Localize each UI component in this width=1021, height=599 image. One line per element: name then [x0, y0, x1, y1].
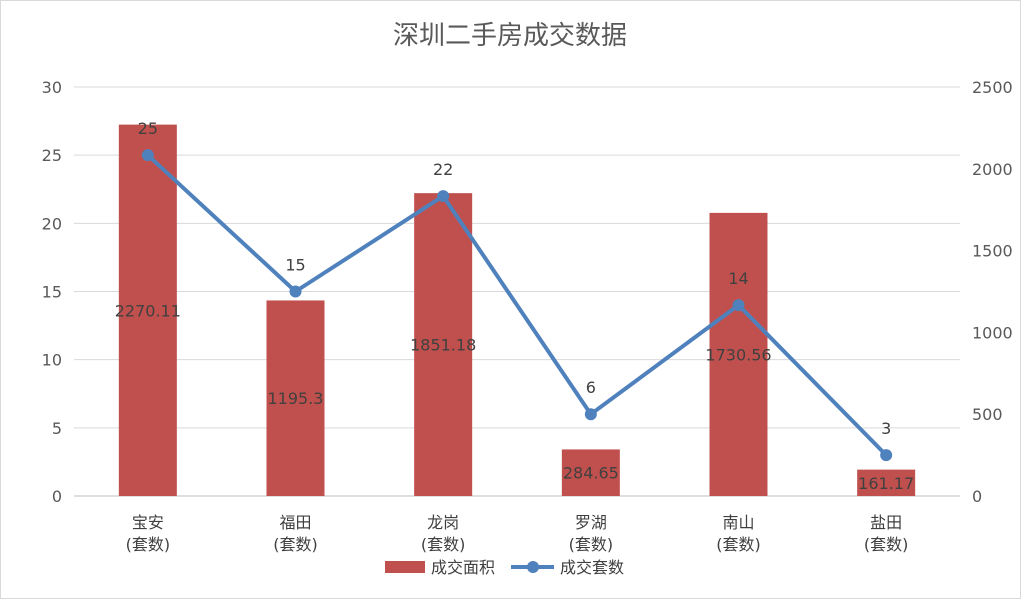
data-labels: 2270.11 1195.3 1851.18 284.65 1730.56 161.17 2… [115, 119, 914, 493]
bar[interactable] [709, 212, 768, 497]
series-line [146, 153, 888, 457]
gridlines [74, 86, 960, 497]
right-tick-label: 1000 [972, 323, 1013, 342]
line-data-label: 22 [433, 160, 453, 179]
line-data-label: 15 [285, 256, 305, 275]
legend-swatch-bar [385, 561, 425, 573]
line-point[interactable] [289, 285, 302, 298]
right-tick-label: 500 [972, 405, 1003, 424]
category-sublabel: (套数) [421, 535, 466, 554]
category-sublabel: (套数) [273, 535, 318, 554]
bar-data-label: 284.65 [563, 464, 619, 483]
legend[interactable]: 成交面积 成交套数 [385, 558, 624, 577]
category-sublabel: (套数) [864, 535, 909, 554]
category-label: 宝安 [132, 513, 164, 532]
bar-data-label: 1730.56 [705, 345, 771, 364]
category-sublabel: (套数) [716, 535, 761, 554]
right-axis-ticks: 0 500 1000 1500 2000 2500 [972, 78, 1013, 506]
bar[interactable] [414, 193, 473, 496]
bar-data-label: 2270.11 [115, 301, 181, 320]
chart-title: 深圳二手房成交数据 [393, 21, 627, 51]
right-tick-label: 2000 [972, 160, 1013, 179]
legend-label-bar: 成交面积 [431, 558, 495, 577]
line-data-label: 14 [728, 269, 748, 288]
left-tick-label: 15 [42, 283, 62, 302]
bar[interactable] [561, 449, 620, 496]
bar-data-label: 161.17 [858, 474, 914, 493]
right-tick-label: 0 [972, 487, 982, 506]
line-point[interactable] [880, 449, 893, 462]
left-tick-label: 25 [42, 146, 62, 165]
right-tick-label: 1500 [972, 242, 1013, 261]
line-point[interactable] [141, 149, 154, 162]
category-sublabel: (套数) [569, 535, 614, 554]
legend-label-line: 成交套数 [560, 558, 624, 577]
line-point[interactable] [732, 299, 745, 312]
bar[interactable] [857, 469, 916, 496]
line-data-label: 25 [138, 119, 158, 138]
left-tick-label: 0 [52, 487, 62, 506]
line-point[interactable] [437, 190, 450, 203]
category-label: 盐田 [870, 513, 902, 532]
right-tick-label: 2500 [972, 78, 1013, 97]
line-data-label: 6 [586, 378, 596, 397]
x-axis-categories: 宝安 (套数) 福田 (套数) 龙岗 (套数) 罗湖 (套数) 南山 (套数) 盐田 (套数) [126, 513, 909, 554]
left-tick-label: 5 [52, 419, 62, 438]
category-label: 南山 [722, 513, 754, 532]
category-label: 福田 [279, 513, 311, 532]
bar[interactable] [266, 300, 325, 496]
line-point[interactable] [584, 408, 597, 421]
bar[interactable] [118, 124, 177, 497]
bar-data-label: 1195.3 [268, 389, 324, 408]
category-label: 罗湖 [575, 513, 607, 532]
bar-data-label: 1851.18 [410, 336, 476, 355]
category-sublabel: (套数) [126, 535, 171, 554]
line-series [141, 149, 893, 462]
left-tick-label: 10 [42, 351, 62, 370]
left-tick-label: 30 [42, 78, 62, 97]
left-axis-ticks: 0 5 10 15 20 25 30 [42, 78, 62, 506]
line-data-label: 3 [881, 419, 891, 438]
category-label: 龙岗 [427, 513, 459, 532]
legend-marker [527, 561, 539, 573]
left-tick-label: 20 [42, 214, 62, 233]
bar-series [118, 124, 916, 497]
